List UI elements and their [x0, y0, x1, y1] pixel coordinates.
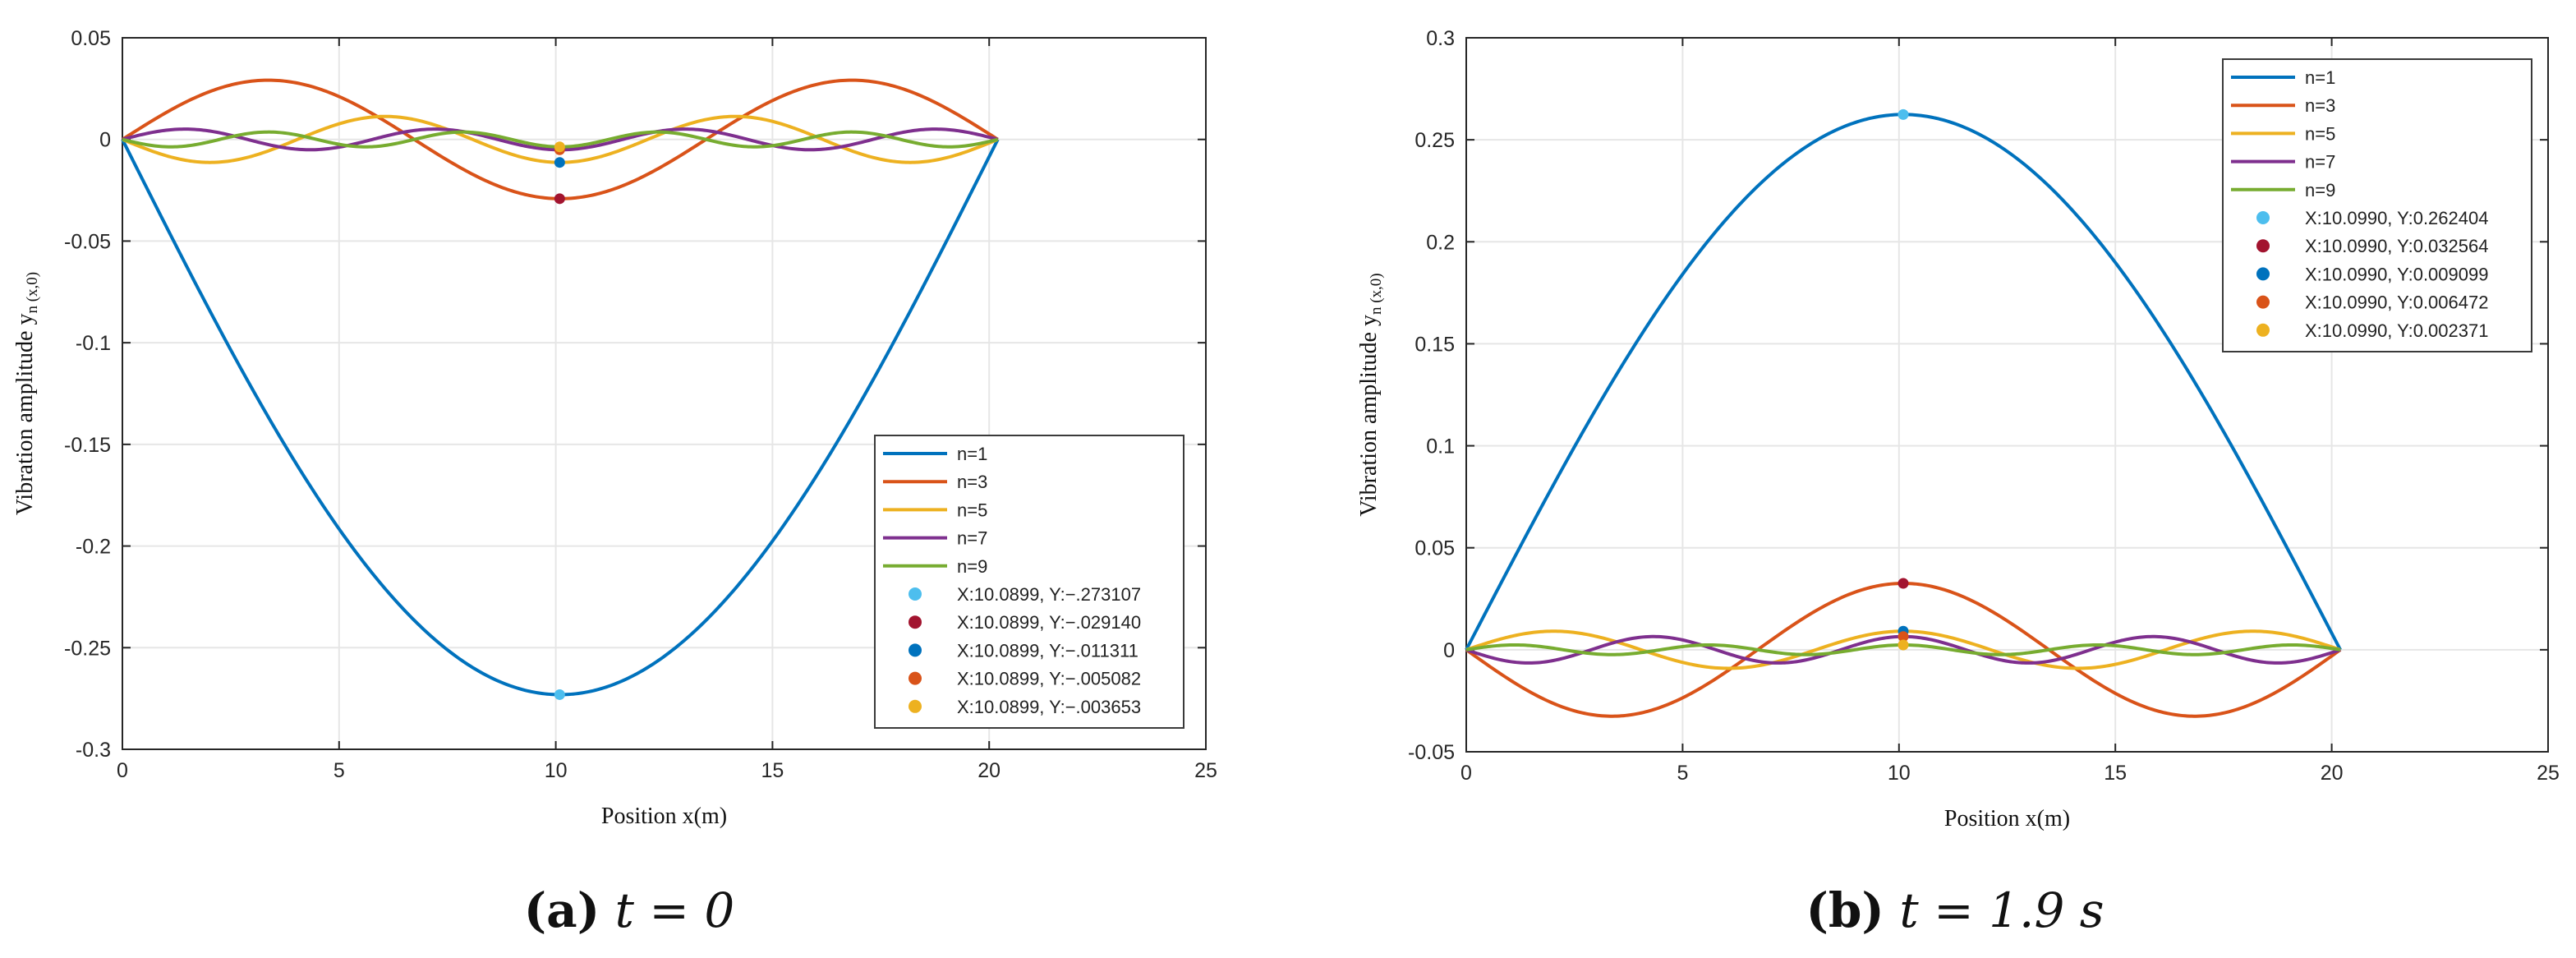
legend-label: X:10.0899, Y:−.011311	[957, 640, 1138, 661]
x-tick-label: 10	[545, 759, 568, 782]
y-tick-label: -0.2	[76, 536, 111, 559]
axes-box	[1465, 37, 2549, 753]
axes-box	[122, 37, 1207, 750]
y-tick-label: -0.25	[64, 637, 111, 660]
legend-label: X:10.0899, Y:−.003653	[957, 697, 1141, 717]
legend-label: n=9	[957, 556, 987, 577]
legend-marker	[2256, 323, 2270, 337]
panel-b: 0 5 10 15 20 250.30.250.20.150.10.050-0.05n=1…	[1356, 27, 2560, 938]
x-axis-title: Position x(m)	[1944, 806, 2070, 831]
y-axis-title: Vibration amplitude yn (x,0)	[1356, 273, 1385, 516]
y-tick-label: 0.05	[71, 27, 111, 50]
x-tick-label: 25	[2537, 762, 2560, 785]
caption-spacer	[1884, 882, 1899, 938]
x-tick-label: 20	[2321, 762, 2344, 785]
legend-marker	[908, 699, 922, 713]
data-marker[interactable]	[554, 689, 565, 700]
x-tick-label: 20	[978, 759, 1000, 782]
data-marker[interactable]	[1898, 108, 1909, 120]
panel-caption: (b) t = 1.9 s	[1806, 882, 2104, 938]
legend-label: X:10.0899, Y:−.273107	[957, 584, 1141, 605]
legend-label: n=5	[957, 500, 987, 520]
data-marker[interactable]	[554, 193, 565, 205]
y-axis-title-main: Vibration amplitude y	[12, 314, 38, 516]
panel-caption: (a) t = 0	[524, 882, 735, 938]
caption-label: (a)	[524, 882, 600, 938]
legend-marker	[908, 587, 922, 601]
y-tick-label: -0.05	[64, 230, 111, 253]
y-axis-title-main: Vibration amplitude y	[1356, 315, 1382, 517]
x-tick-label: 10	[1888, 762, 1911, 785]
legend-marker	[2256, 239, 2270, 253]
legend-marker	[908, 643, 922, 657]
data-marker[interactable]	[1898, 639, 1909, 651]
legend-box	[2222, 58, 2532, 352]
caption-formula: t = 1.9 s	[1899, 882, 2104, 938]
y-tick-label: -0.1	[76, 332, 111, 355]
caption-label: (b)	[1806, 882, 1884, 938]
data-marker[interactable]	[554, 141, 565, 153]
data-marker[interactable]	[1898, 578, 1909, 589]
legend-label: n=1	[2305, 67, 2335, 88]
x-tick-label: 5	[334, 759, 345, 782]
legend-label: n=7	[957, 528, 987, 549]
legend-marker	[2256, 211, 2270, 224]
legend-label: X:10.0990, Y:0.002371	[2305, 320, 2488, 341]
x-tick-label: 25	[1194, 759, 1217, 782]
data-marker[interactable]	[1898, 631, 1909, 643]
y-tick-label: -0.15	[64, 434, 111, 457]
caption-formula: t = 0	[615, 882, 735, 938]
legend-marker	[908, 671, 922, 685]
legend: n=1 n=3 n=5 n=7 n=9 X:10.0990, Y:0.262404 X:10…	[2222, 58, 2532, 352]
y-tick-label: -0.05	[1408, 741, 1455, 764]
x-tick-label: 0	[117, 759, 128, 782]
y-tick-label: 0.1	[1426, 435, 1455, 458]
y-tick-label: -0.3	[76, 739, 111, 762]
legend-label: n=7	[2305, 152, 2335, 173]
legend: n=1 n=3 n=5 n=7 n=9 X:10.0899, Y:−.273107 X:10…	[874, 435, 1184, 729]
caption-text: (b) t = 1.9 s	[1806, 882, 2104, 938]
caption-spacer	[600, 882, 614, 938]
y-axis-title-subscript: n (x,0)	[1368, 273, 1385, 315]
x-axis-title: Position x(m)	[601, 804, 727, 829]
legend-marker	[908, 615, 922, 629]
legend-label: n=3	[2305, 95, 2335, 116]
legend-label: n=3	[957, 472, 987, 492]
y-tick-label: 0.05	[1414, 537, 1455, 560]
legend-box	[874, 435, 1184, 729]
data-marker[interactable]	[554, 157, 565, 168]
y-tick-label: 0.25	[1414, 129, 1455, 152]
x-tick-label: 5	[1677, 762, 1688, 785]
x-tick-label: 15	[2104, 762, 2127, 785]
y-tick-label: 0.2	[1426, 231, 1455, 254]
legend-marker	[2256, 267, 2270, 281]
legend-label: X:10.0990, Y:0.262404	[2305, 208, 2488, 228]
legend-label: X:10.0899, Y:−.029140	[957, 612, 1141, 633]
y-axis-title: Vibration amplitude yn (x,0)	[12, 272, 41, 515]
caption-text: (a) t = 0	[524, 882, 735, 938]
y-tick-label: 0	[1443, 639, 1455, 662]
y-tick-label: 0.3	[1426, 27, 1455, 50]
y-axis-title-subscript: n (x,0)	[24, 272, 41, 314]
y-tick-label: 0	[99, 129, 111, 152]
legend-label: n=1	[957, 444, 987, 464]
legend-marker	[2256, 295, 2270, 309]
panel-a: 0 5 10 15 20 25 0.05 0 -0.05 -0.1 -0.15 -0.2 -0.25 -0…	[12, 27, 1217, 938]
legend-label: X:10.0990, Y:0.009099	[2305, 264, 2488, 284]
x-tick-label: 15	[761, 759, 784, 782]
legend-label: X:10.0990, Y:0.032564	[2305, 236, 2488, 256]
legend-label: X:10.0899, Y:−.005082	[957, 669, 1141, 689]
y-tick-label: 0.15	[1414, 333, 1455, 356]
legend-label: X:10.0990, Y:0.006472	[2305, 292, 2488, 313]
legend-label: n=5	[2305, 123, 2335, 144]
legend-label: n=9	[2305, 180, 2335, 200]
x-tick-label: 0	[1460, 762, 1472, 785]
